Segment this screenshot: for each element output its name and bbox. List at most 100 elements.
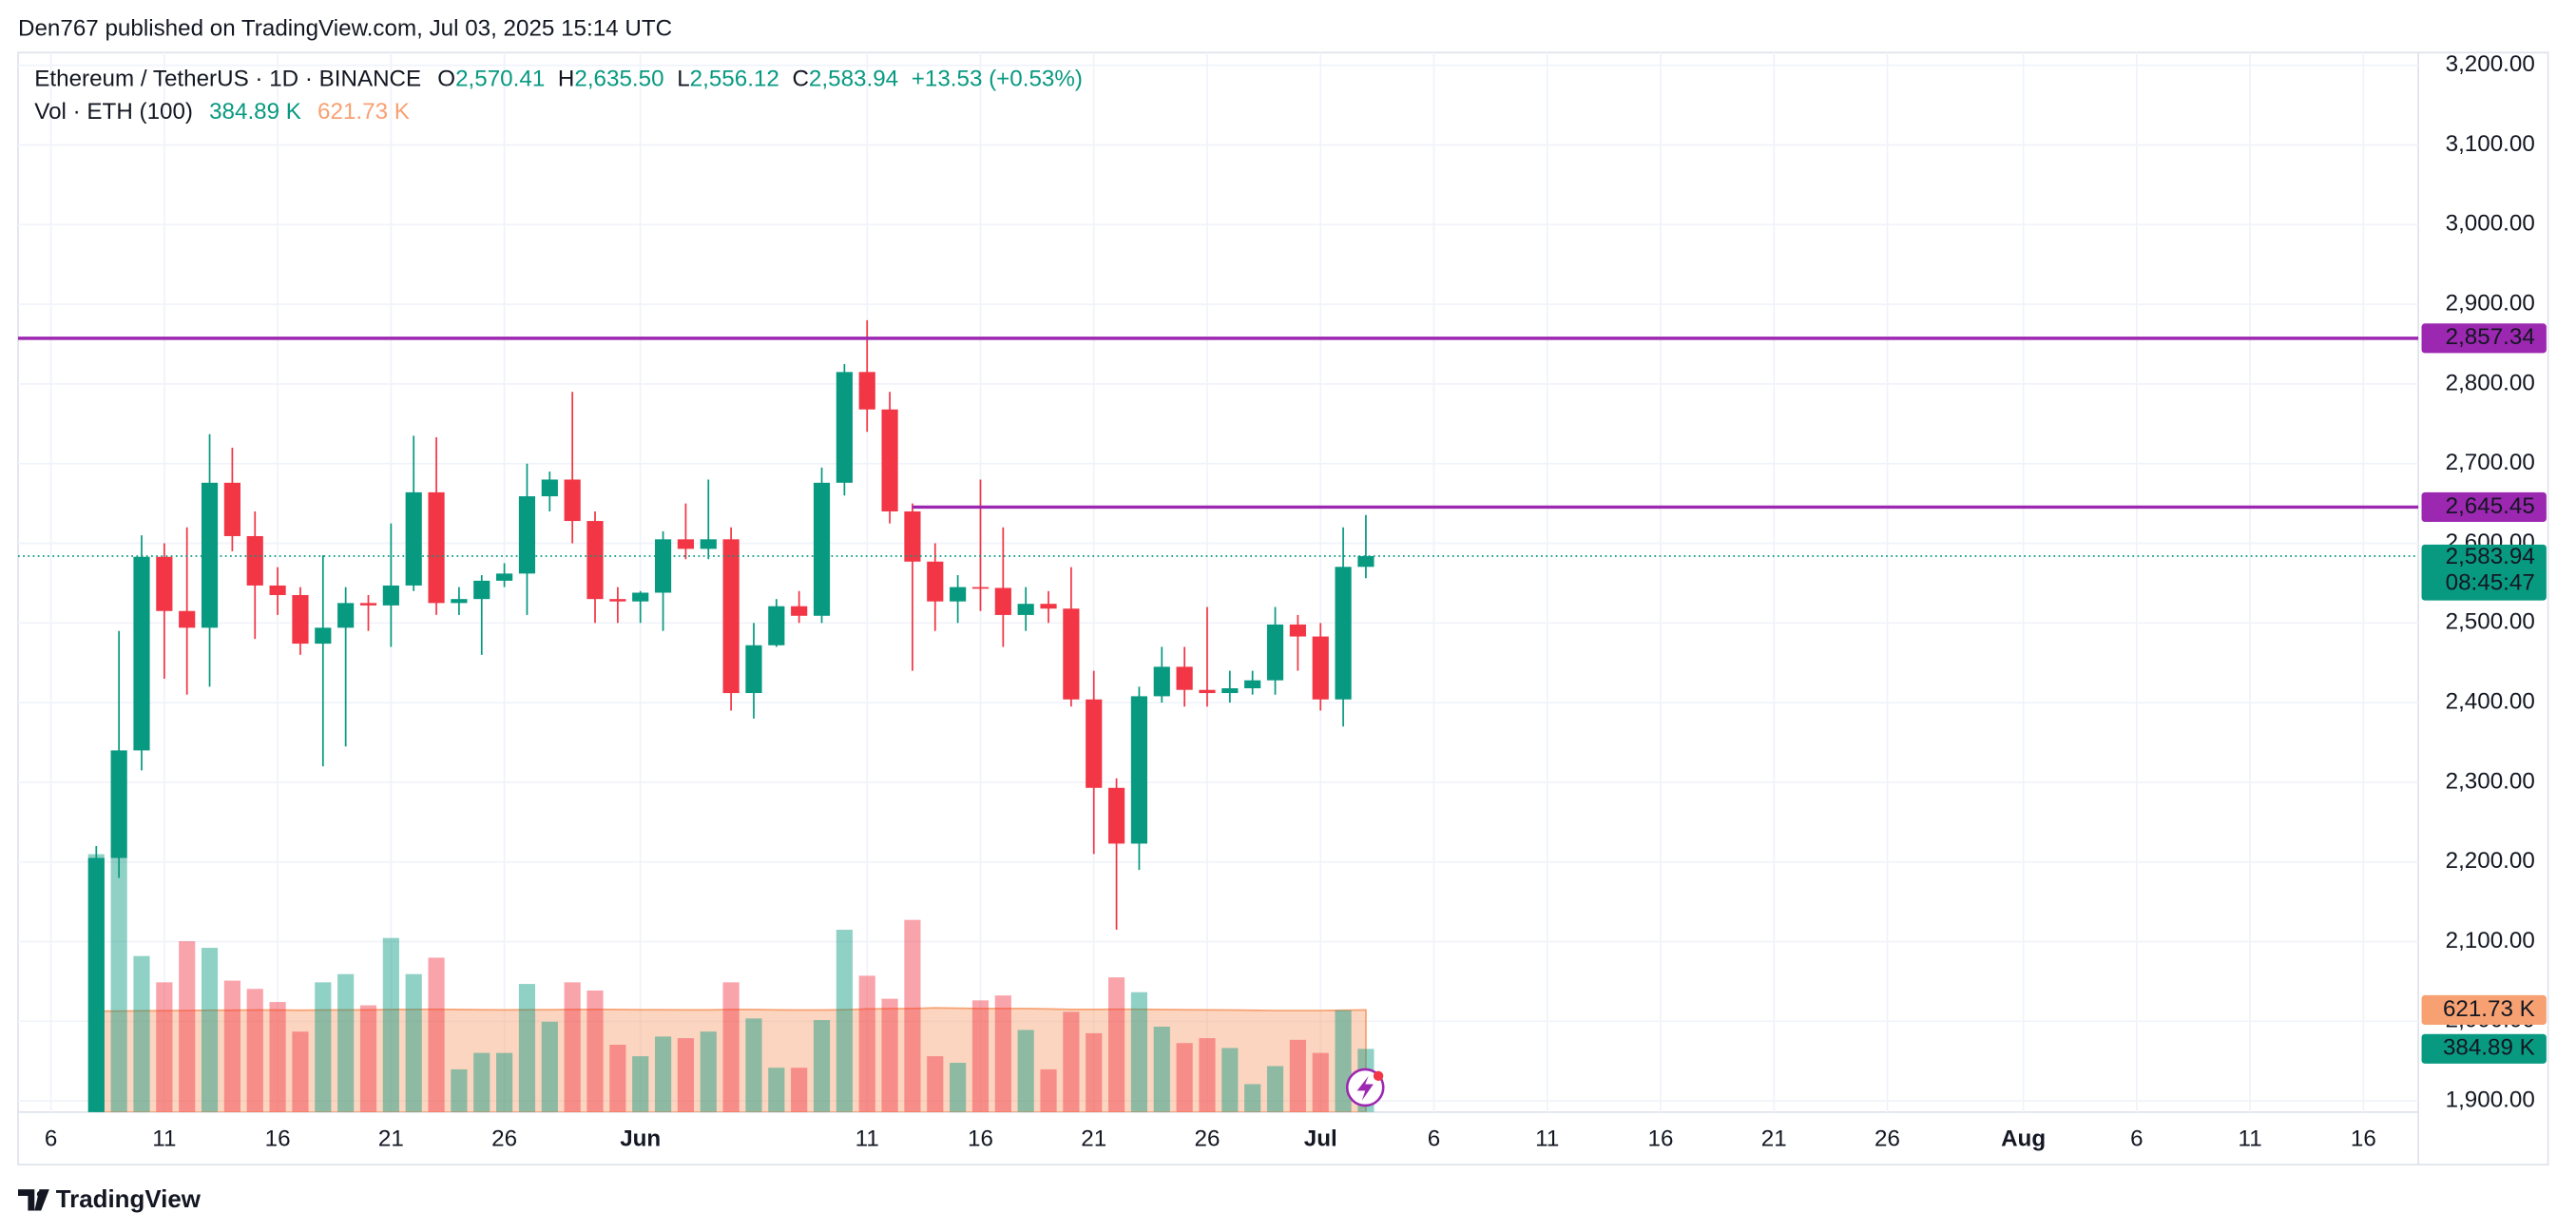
candle-body [223, 482, 240, 536]
candle-body [586, 521, 604, 600]
volume-bar [950, 1063, 967, 1112]
candle-body [632, 592, 649, 602]
price-badge [2421, 323, 2547, 354]
candle-body [541, 479, 558, 497]
volume-bar [496, 1052, 513, 1112]
candle-body [791, 606, 808, 616]
volume-bar [1312, 1052, 1329, 1112]
volume-bar [609, 1045, 626, 1112]
candle-body [246, 535, 263, 586]
candle-body [950, 587, 967, 602]
legend-line: Ethereum / TetherUS · 1D · BINANCE O2,57… [34, 67, 1083, 92]
x-tick-label: 26 [1874, 1126, 1900, 1152]
volume-bar [677, 1038, 694, 1112]
volume-bar [1086, 1032, 1103, 1112]
x-tick-label: Jul [1304, 1126, 1337, 1152]
volume-bar [700, 1031, 717, 1112]
volume-bar [722, 982, 740, 1112]
volume-bar [518, 984, 536, 1112]
candle-body [110, 750, 127, 858]
published-note: Den767 published on TradingView.com, Jul… [18, 15, 672, 41]
volume-value: 384.89 K [209, 100, 301, 125]
x-tick-label: 11 [855, 1126, 879, 1152]
x-tick-label: 21 [1081, 1126, 1106, 1152]
volume-bar [813, 1020, 831, 1112]
volume-ma-badge-label: 621.73 K [2443, 996, 2535, 1022]
o-label: O [437, 67, 455, 92]
candle-body [156, 556, 173, 611]
volume-bar [246, 989, 263, 1112]
volume-bar [791, 1068, 808, 1112]
candle-body [1266, 624, 1284, 681]
x-tick-label: Jun [620, 1126, 661, 1152]
candle-body [1130, 696, 1148, 844]
candle-body [473, 580, 490, 600]
candle-body [1357, 555, 1375, 568]
volume-bar [179, 941, 196, 1112]
x-tick-label: 16 [968, 1126, 993, 1152]
h-value: 2,635.50 [574, 67, 663, 92]
candle-body [405, 491, 422, 586]
volume-bar [451, 1068, 468, 1112]
volume-bar [133, 955, 150, 1112]
volume-badge [2421, 1033, 2547, 1064]
volume-bar [201, 948, 219, 1112]
volume-bar [269, 1002, 286, 1112]
candle-body [133, 556, 150, 751]
volume-bar [541, 1021, 558, 1112]
volume-bar [768, 1068, 785, 1112]
candle-body [1107, 787, 1125, 844]
candle-body [1176, 666, 1193, 690]
candle-body [1289, 624, 1306, 637]
x-tick-label: 6 [1428, 1126, 1440, 1152]
candle-body [179, 610, 196, 628]
volume-bar [1063, 1011, 1080, 1112]
volume-bar [1289, 1039, 1306, 1112]
candle-body [768, 606, 785, 645]
candle-body [337, 603, 355, 628]
candle-body [1312, 636, 1329, 700]
c-label: C [792, 67, 808, 92]
symbol: Ethereum / TetherUS · 1D · BINANCE [34, 67, 421, 92]
price-badge-label: 2,645.45 [2446, 493, 2535, 519]
volume-bar [564, 982, 581, 1112]
last-price-label: 2,583.94 [2446, 544, 2535, 569]
candle-body [359, 603, 377, 606]
candle-body [496, 573, 513, 581]
volume-bar [110, 857, 127, 1112]
candle-body [1153, 666, 1170, 697]
x-tick-label: 26 [1195, 1126, 1221, 1152]
x-tick-label: 16 [265, 1126, 291, 1152]
candle-body [1040, 604, 1057, 609]
candle-body [1086, 699, 1103, 788]
volume-bar [1153, 1027, 1170, 1112]
volume-bar [428, 957, 445, 1112]
candle-body [382, 585, 399, 606]
x-tick-label: 21 [378, 1126, 404, 1152]
candle-body [927, 561, 944, 602]
candle-body [1244, 680, 1261, 689]
candle-body [269, 585, 286, 595]
candle-body [813, 482, 831, 616]
x-tick-label: 6 [45, 1126, 57, 1152]
countdown-label: 08:45:47 [2446, 570, 2535, 596]
volume-bar [1130, 991, 1148, 1112]
y-tick-label: 2,500.00 [2446, 609, 2535, 635]
brand-logo [18, 1189, 49, 1211]
y-tick-label: 2,200.00 [2446, 848, 2535, 874]
price-badge [2421, 491, 2547, 522]
volume-bar [359, 1005, 377, 1112]
candle-body [564, 479, 581, 522]
volume-bar [292, 1031, 309, 1112]
y-tick-label: 2,700.00 [2446, 450, 2535, 475]
x-tick-label: 11 [2239, 1126, 2262, 1152]
volume-bar [836, 930, 853, 1112]
volume-legend: Vol · ETH (100) 384.89 K 621.73 K [34, 100, 410, 125]
last-price-badge [2421, 544, 2547, 601]
x-tick-label: 6 [2130, 1126, 2143, 1152]
x-tick-label: 11 [152, 1126, 176, 1152]
candle-body [1199, 689, 1216, 694]
x-tick-label: 11 [1535, 1126, 1559, 1152]
volume-bar [1244, 1084, 1261, 1112]
candle-body [677, 539, 694, 549]
